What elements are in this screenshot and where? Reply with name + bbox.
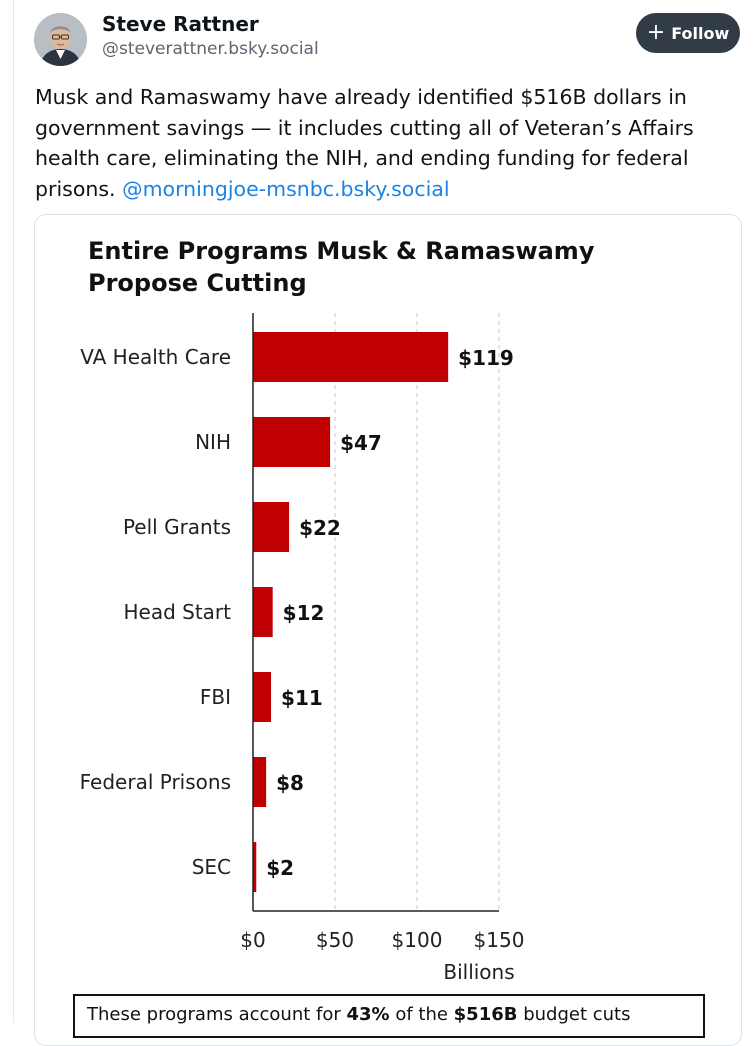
bar xyxy=(253,672,272,722)
category-label: VA Health Care xyxy=(80,345,231,369)
bar xyxy=(253,842,257,892)
bar-chart: VA Health Care $119 NIH $47 Pell Grants $22 He… xyxy=(80,313,525,984)
footer-text-part: $516B xyxy=(453,1004,518,1025)
category-label: NIH xyxy=(195,430,231,454)
bar xyxy=(253,757,267,807)
data-label: $22 xyxy=(299,516,341,540)
category-label: Head Start xyxy=(123,600,231,624)
mention-link[interactable]: @morningjoe-msnbc.bsky.social xyxy=(122,176,450,201)
footer-text-part: These programs account for xyxy=(87,1004,347,1025)
data-label: $2 xyxy=(266,856,294,880)
thread-rule xyxy=(13,0,14,1023)
plus-icon: + xyxy=(646,20,666,45)
footer-text-part: budget cuts xyxy=(517,1004,631,1025)
x-axis-title: Billions xyxy=(443,960,514,984)
tick-label: $150 xyxy=(474,928,525,952)
follow-label: Follow xyxy=(671,23,730,43)
bar xyxy=(253,417,331,467)
data-label: $11 xyxy=(281,686,323,710)
avatar-image xyxy=(34,13,87,66)
data-label: $12 xyxy=(283,601,325,625)
tick-label: $50 xyxy=(316,928,354,952)
follow-button[interactable]: + Follow xyxy=(636,13,740,53)
tick-label: $100 xyxy=(392,928,443,952)
category-label: Federal Prisons xyxy=(80,770,231,794)
category-label: SEC xyxy=(192,855,231,879)
bar xyxy=(253,332,449,382)
data-label: $119 xyxy=(458,346,514,370)
post-body: Musk and Ramaswamy have already identifi… xyxy=(35,85,694,201)
author-name[interactable]: Steve Rattner xyxy=(102,12,259,36)
data-label: $47 xyxy=(340,431,382,455)
bar xyxy=(253,502,290,552)
bar xyxy=(253,587,273,637)
author-avatar[interactable] xyxy=(34,13,87,66)
category-label: Pell Grants xyxy=(123,515,231,539)
chart-footer-note: These programs account for 43% of the $5… xyxy=(73,994,705,1038)
footer-text-part: 43% xyxy=(346,1004,390,1025)
footer-text-part: of the xyxy=(389,1004,454,1025)
tick-label: $0 xyxy=(240,928,265,952)
chart-title: Entire Programs Musk & Ramaswamy Propose… xyxy=(88,237,595,297)
embedded-image[interactable]: Entire Programs Musk & Ramaswamy Propose… xyxy=(34,214,742,1046)
category-label: FBI xyxy=(200,685,231,709)
data-label: $8 xyxy=(276,771,304,795)
post-text: Musk and Ramaswamy have already identifi… xyxy=(35,82,735,204)
author-handle[interactable]: @steverattner.bsky.social xyxy=(102,39,319,59)
